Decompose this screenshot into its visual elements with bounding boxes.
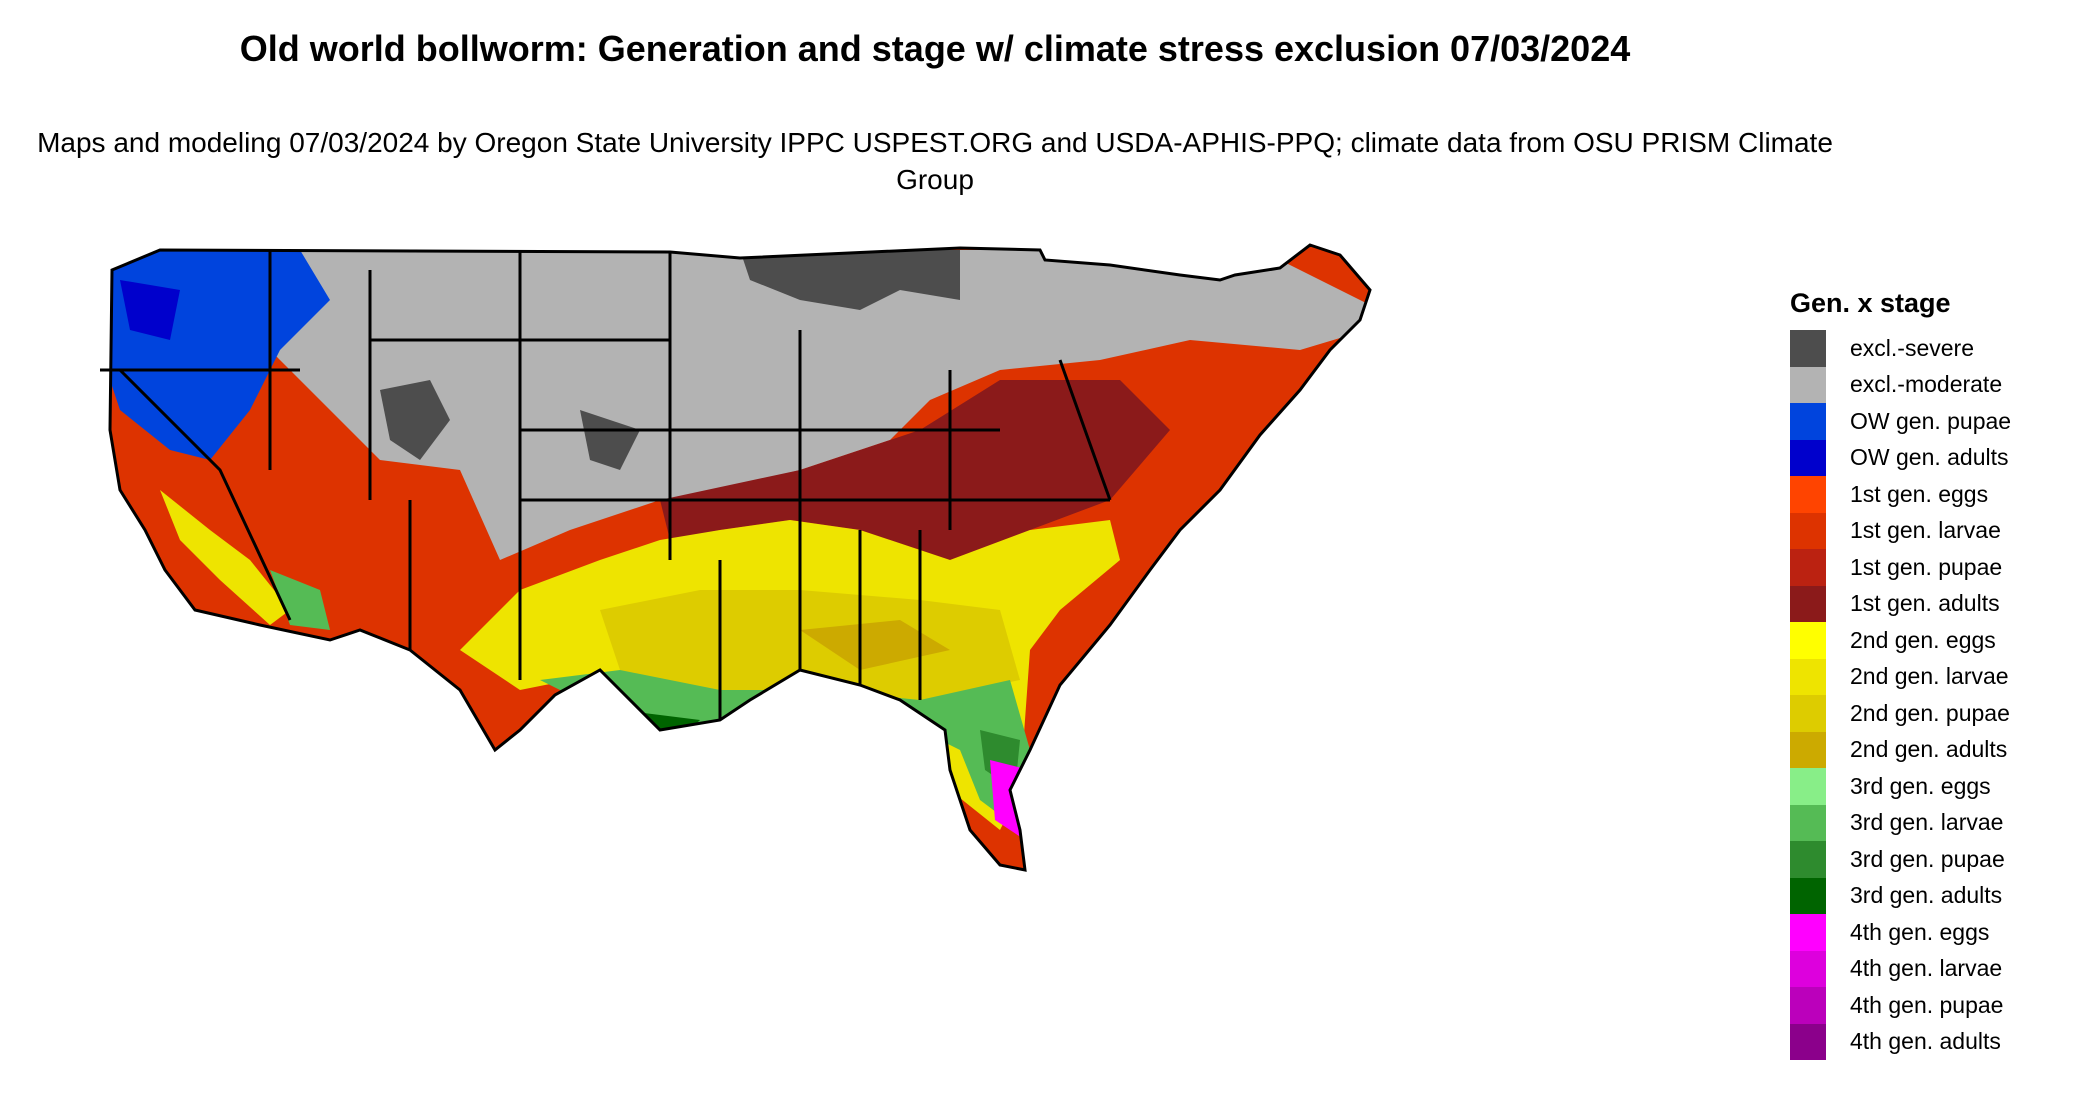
legend-label: OW gen. pupae	[1850, 407, 2012, 434]
legend-label: 4th gen. eggs	[1850, 918, 1990, 945]
legend-label: 2nd gen. eggs	[1850, 626, 1996, 653]
legend-item: 1st gen. eggs	[1790, 476, 2090, 513]
legend-label: 3rd gen. larvae	[1850, 809, 2004, 836]
legend-item: 2nd gen. pupae	[1790, 695, 2090, 732]
legend-swatch	[1790, 768, 1826, 805]
legend-item: 4th gen. pupae	[1790, 987, 2090, 1024]
legend-item: excl.-moderate	[1790, 366, 2090, 403]
region-excl-severe-mountain	[580, 410, 640, 470]
legend-label: 4th gen. pupae	[1850, 991, 2004, 1018]
legend-label: 1st gen. pupae	[1850, 553, 2003, 580]
legend-swatch	[1790, 476, 1826, 513]
legend-label: 3rd gen. adults	[1850, 882, 2003, 909]
legend-label: 2nd gen. larvae	[1850, 663, 2009, 690]
legend-label: 3rd gen. eggs	[1850, 772, 1991, 799]
legend-swatch	[1790, 841, 1826, 878]
region-excl-severe-west	[380, 380, 450, 460]
region-ow-adults	[120, 280, 180, 340]
us-outline	[108, 243, 1372, 872]
region-2nd-adults	[800, 620, 950, 670]
legend-swatch	[1790, 549, 1826, 586]
map-title: Old world bollworm: Generation and stage…	[239, 28, 1631, 69]
legend-label: OW gen. adults	[1850, 444, 2009, 471]
border-pennsylvania	[1058, 359, 1112, 501]
phenology-raster	[110, 245, 1370, 870]
legend-swatch	[1790, 403, 1826, 440]
legend-swatch	[1790, 695, 1826, 732]
map-subtitle: Maps and modeling 07/03/2024 by Oregon S…	[37, 127, 1833, 195]
legend-item: 3rd gen. eggs	[1790, 768, 2090, 805]
legend-label: 1st gen. larvae	[1850, 517, 2001, 544]
region-4th-eggs-texas	[600, 720, 660, 790]
legend-item: 1st gen. larvae	[1790, 512, 2090, 549]
legend-item: 3rd gen. larvae	[1790, 804, 2090, 841]
legend-label: 2nd gen. pupae	[1850, 699, 2010, 726]
region-excl-moderate	[240, 250, 1370, 560]
legend: Gen. x stage excl.-severe excl.-moderate O…	[1790, 286, 2090, 1060]
legend-swatch	[1790, 950, 1826, 987]
legend-label: 1st gen. eggs	[1850, 480, 1989, 507]
legend-item: 3rd gen. adults	[1790, 877, 2090, 914]
region-2nd-larvae-west	[160, 490, 290, 625]
legend-swatch	[1790, 512, 1826, 549]
legend-swatch	[1790, 622, 1826, 659]
legend-item: 2nd gen. adults	[1790, 731, 2090, 768]
us-phenology-map	[100, 243, 1372, 872]
legend-item: OW gen. adults	[1790, 439, 2090, 476]
legend-swatch	[1790, 658, 1826, 695]
legend-swatch	[1790, 914, 1826, 951]
legend-label: 1st gen. adults	[1850, 590, 2000, 617]
region-excl-severe-north	[740, 250, 960, 310]
legend-item: excl.-severe	[1790, 330, 2090, 367]
legend-swatch	[1790, 330, 1826, 367]
legend-item: 2nd gen. eggs	[1790, 622, 2090, 659]
region-3rd-larvae-west	[270, 570, 330, 630]
legend-item: 4th gen. eggs	[1790, 914, 2090, 951]
legend-title: Gen. x stage	[1790, 288, 1951, 318]
border-california-nevada	[118, 368, 292, 621]
legend-swatch	[1790, 1023, 1826, 1060]
legend-swatch	[1790, 804, 1826, 841]
legend-swatch	[1790, 439, 1826, 476]
legend-label: excl.-severe	[1850, 334, 1974, 361]
region-1st-adults	[660, 380, 1170, 560]
legend-item: 4th gen. larvae	[1790, 950, 2090, 987]
legend-swatch	[1790, 585, 1826, 622]
state-boundaries	[100, 243, 1372, 872]
legend-item: 2nd gen. larvae	[1790, 658, 2090, 695]
legend-swatch	[1790, 987, 1826, 1024]
legend-items: excl.-severe excl.-moderate OW gen. pupae O…	[1790, 330, 2090, 1060]
legend-swatch	[1790, 877, 1826, 914]
region-2nd-pupae	[600, 590, 1020, 700]
legend-label: 4th gen. adults	[1850, 1028, 2001, 1055]
legend-item: 1st gen. pupae	[1790, 549, 2090, 586]
legend-item: 1st gen. adults	[1790, 585, 2090, 622]
legend-swatch	[1790, 366, 1826, 403]
legend-label: 3rd gen. pupae	[1850, 845, 2005, 872]
legend-item: OW gen. pupae	[1790, 403, 2090, 440]
legend-label: 4th gen. larvae	[1850, 955, 2003, 982]
legend-label: excl.-moderate	[1850, 371, 2003, 398]
legend-item: 4th gen. adults	[1790, 1023, 2090, 1060]
legend-label: 2nd gen. adults	[1850, 736, 2008, 763]
legend-item: 3rd gen. pupae	[1790, 841, 2090, 878]
legend-swatch	[1790, 731, 1826, 768]
